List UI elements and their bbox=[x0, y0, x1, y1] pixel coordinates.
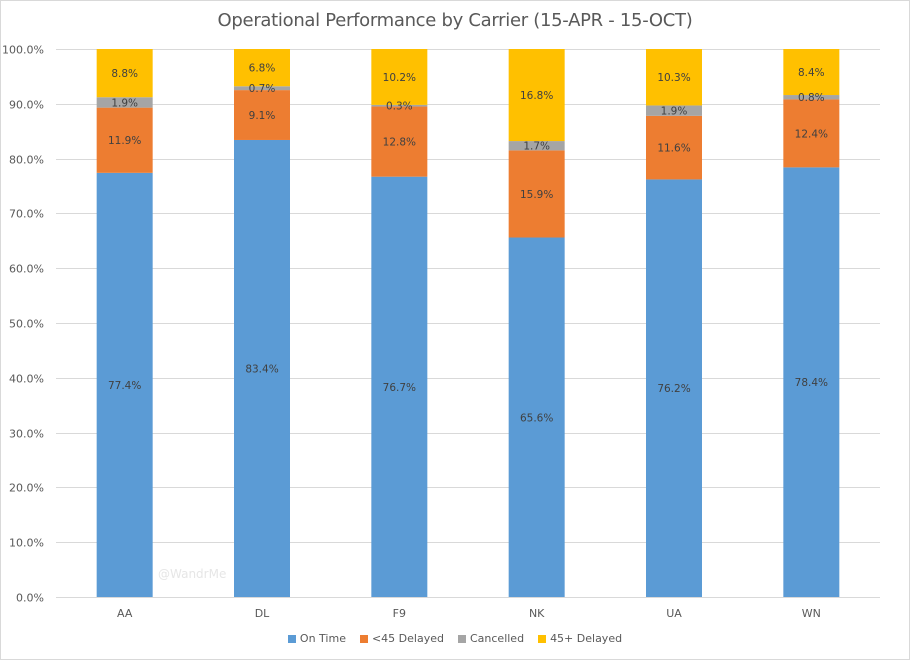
y-tick-label: 70.0% bbox=[9, 208, 44, 221]
data-label: 1.7% bbox=[523, 141, 550, 153]
data-label: 10.2% bbox=[383, 72, 416, 84]
data-label: 11.6% bbox=[657, 143, 690, 155]
bar-segment-on-time-ua bbox=[646, 179, 702, 597]
bar-segment-45-delayed-wn bbox=[783, 99, 840, 168]
bar-segment-cancelled-aa bbox=[96, 97, 153, 108]
bars bbox=[96, 49, 840, 598]
bar-segment-on-time-dl bbox=[234, 139, 290, 597]
gridlines bbox=[56, 49, 880, 598]
data-label: 0.7% bbox=[249, 83, 276, 95]
legend-swatch bbox=[359, 634, 368, 643]
bar-segment-cancelled-f9 bbox=[371, 104, 428, 107]
y-tick-label: 80.0% bbox=[9, 154, 44, 167]
x-tick-label: UA bbox=[666, 607, 682, 620]
bar-segment-45-delayed-ua bbox=[646, 49, 702, 106]
legend-item: 45+ Delayed bbox=[538, 632, 622, 645]
data-label: 77.4% bbox=[108, 380, 141, 392]
y-tick-label: 100.0% bbox=[2, 44, 44, 57]
chart-title: Operational Performance by Carrier (15-A… bbox=[217, 10, 693, 31]
bar-segment-45-delayed-aa bbox=[96, 49, 153, 98]
y-tick-label: 60.0% bbox=[9, 263, 44, 276]
data-label: 0.3% bbox=[386, 101, 413, 113]
data-label: 1.9% bbox=[111, 97, 138, 109]
data-label: 9.1% bbox=[249, 110, 276, 122]
y-tick-label: 30.0% bbox=[9, 428, 44, 441]
legend: On Time <45 Delayed Cancelled 45+ Delayed bbox=[0, 632, 910, 645]
x-tick-label: DL bbox=[255, 607, 270, 620]
data-label: 83.4% bbox=[245, 363, 278, 375]
data-label: 12.8% bbox=[383, 137, 416, 149]
data-label: 1.9% bbox=[661, 106, 688, 118]
legend-label: <45 Delayed bbox=[371, 632, 444, 645]
data-label: 0.8% bbox=[798, 92, 825, 104]
bar-segment-45-delayed-nk bbox=[508, 150, 565, 238]
legend-item: On Time bbox=[287, 632, 346, 645]
y-tick-label: 20.0% bbox=[9, 482, 44, 495]
x-tick-label: F9 bbox=[393, 607, 406, 620]
bar-segment-45-delayed-dl bbox=[234, 90, 290, 140]
bar-segment-45-delayed-ua bbox=[646, 115, 702, 180]
y-tick-label: 10.0% bbox=[9, 537, 44, 550]
bar-segment-on-time-nk bbox=[508, 237, 565, 597]
legend-item: Cancelled bbox=[457, 632, 525, 645]
x-tick-label: AA bbox=[117, 607, 133, 620]
data-labels: 77.4% 11.9% 1.9% 8.8% 83.4% 9.1% 0.7% 6.8% 76.7%… bbox=[108, 63, 828, 425]
y-tick-label: 50.0% bbox=[9, 318, 44, 331]
bar-segment-on-time-f9 bbox=[371, 176, 428, 597]
bar-segment-45-delayed-f9 bbox=[371, 106, 428, 177]
data-label: 15.9% bbox=[520, 189, 553, 201]
bar-segment-cancelled-wn bbox=[783, 95, 840, 100]
legend-swatch bbox=[538, 634, 547, 643]
bar-segment-45-delayed-f9 bbox=[371, 49, 428, 105]
bar-segment-cancelled-nk bbox=[508, 141, 565, 151]
y-axis: 0.0% 10.0% 20.0% 30.0% 40.0% 50.0% 60.0% 70.0% 8… bbox=[2, 44, 44, 605]
y-tick-label: 40.0% bbox=[9, 373, 44, 386]
legend-label: On Time bbox=[299, 632, 346, 645]
bar-segment-45-delayed-dl bbox=[234, 49, 290, 87]
legend-label: Cancelled bbox=[469, 632, 525, 645]
data-label: 76.2% bbox=[657, 383, 690, 395]
legend-swatch bbox=[457, 634, 466, 643]
bar-segment-45-delayed-aa bbox=[96, 107, 153, 173]
data-label: 6.8% bbox=[249, 63, 276, 75]
legend-item: <45 Delayed bbox=[359, 632, 444, 645]
legend-swatch bbox=[287, 634, 296, 643]
legend-label: 45+ Delayed bbox=[550, 632, 623, 645]
bar-segment-on-time-aa bbox=[96, 172, 153, 597]
x-axis: AA DL F9 NK UA WN bbox=[117, 607, 821, 620]
data-label: 8.8% bbox=[111, 68, 138, 80]
bar-segment-45-delayed-nk bbox=[508, 49, 565, 142]
data-label: 8.4% bbox=[798, 67, 825, 79]
bar-segment-45-delayed-wn bbox=[783, 49, 840, 96]
data-label: 76.7% bbox=[383, 382, 416, 394]
y-tick-label: 0.0% bbox=[16, 592, 44, 605]
data-label: 11.9% bbox=[108, 135, 141, 147]
data-label: 16.8% bbox=[520, 90, 553, 102]
data-label: 65.6% bbox=[520, 412, 553, 424]
bar-segment-cancelled-ua bbox=[646, 105, 702, 116]
data-label: 78.4% bbox=[795, 377, 828, 389]
data-label: 12.4% bbox=[795, 128, 828, 140]
data-label: 10.3% bbox=[657, 72, 690, 84]
y-tick-label: 90.0% bbox=[9, 99, 44, 112]
bar-segment-cancelled-dl bbox=[234, 86, 290, 91]
x-tick-label: WN bbox=[802, 607, 821, 620]
watermark-annotation: @WandrMe bbox=[158, 567, 226, 581]
bar-segment-on-time-wn bbox=[783, 167, 840, 598]
x-tick-label: NK bbox=[529, 607, 545, 620]
